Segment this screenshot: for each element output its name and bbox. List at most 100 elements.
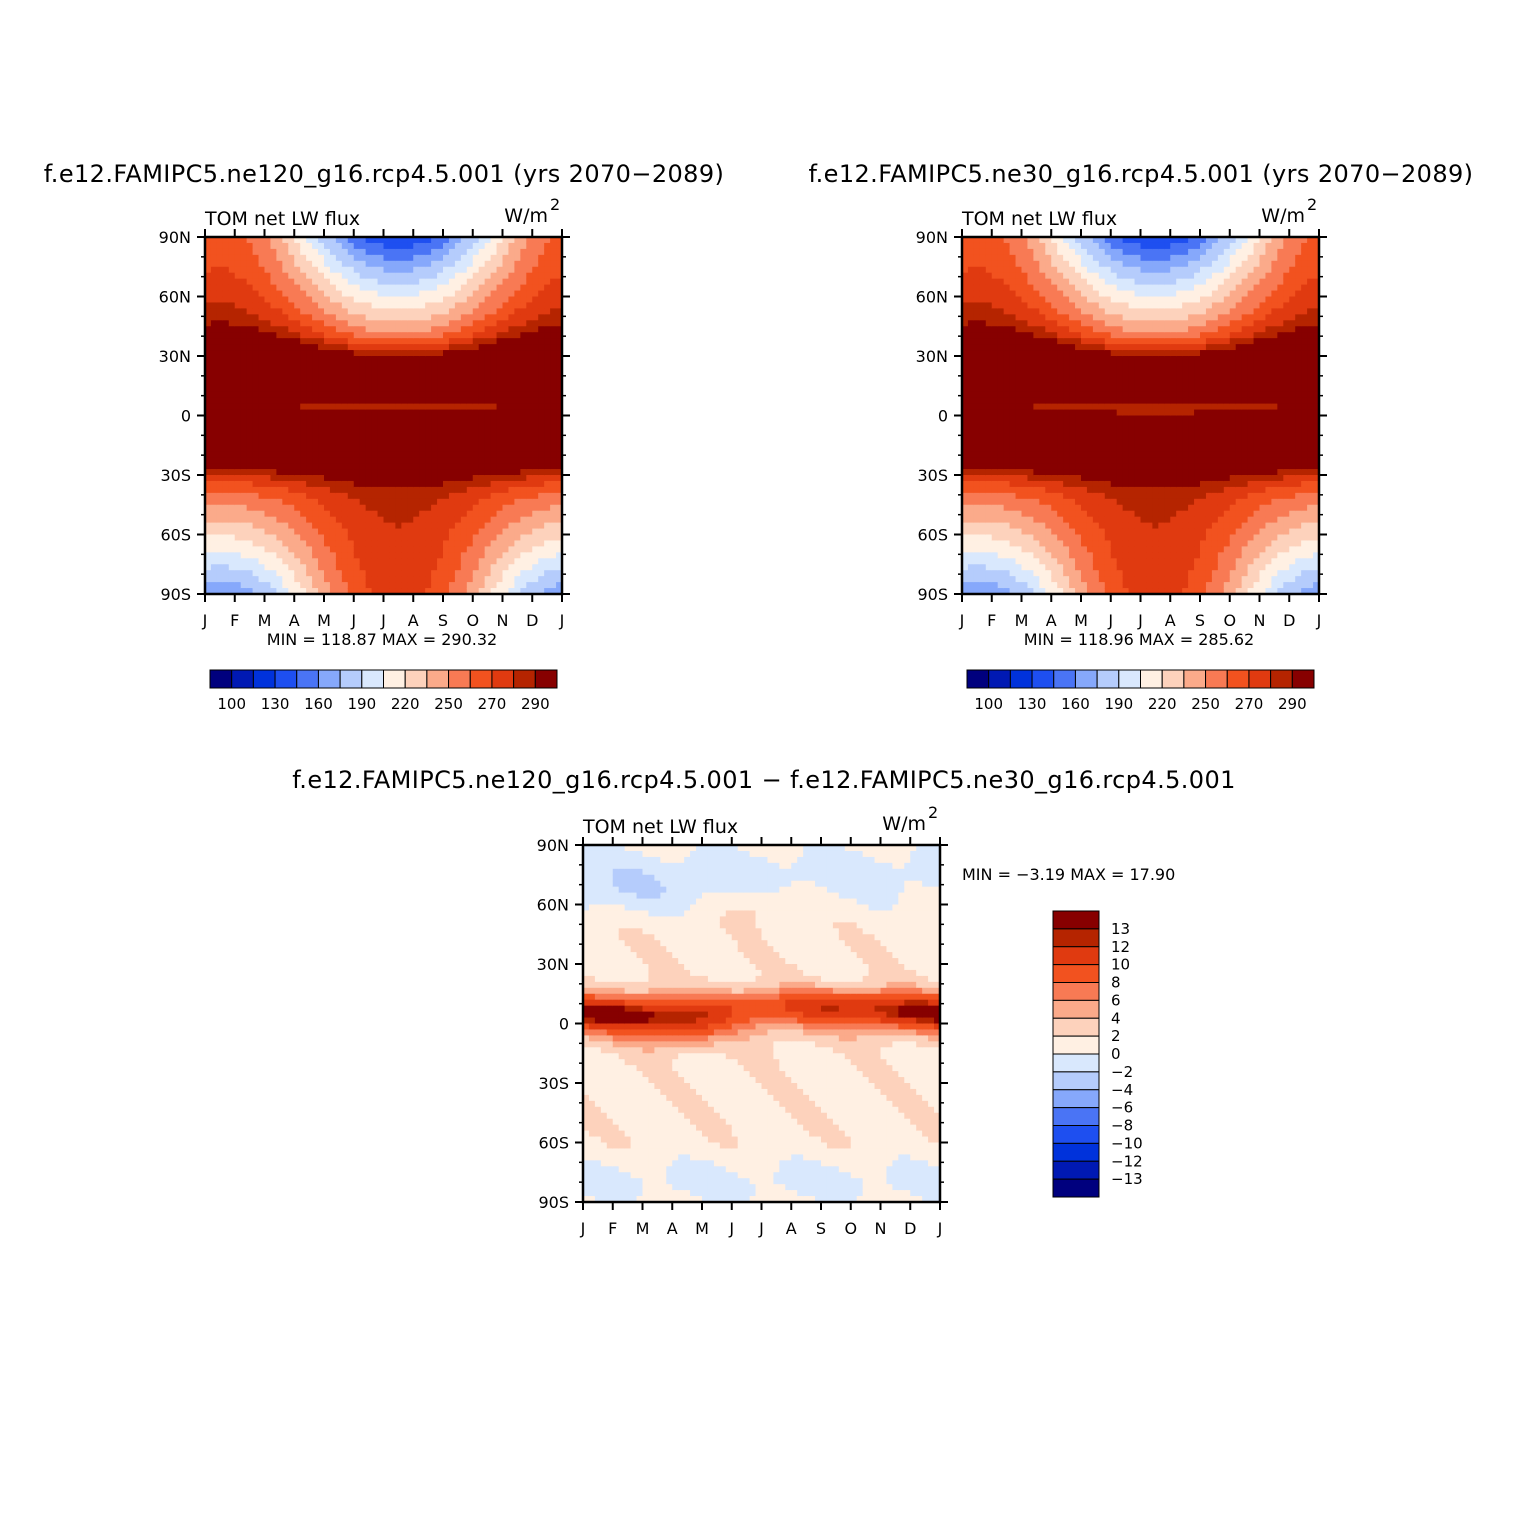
contour-cell	[276, 570, 283, 577]
contour-cell	[520, 248, 527, 256]
contour-cell	[962, 296, 969, 304]
contour-cell	[526, 254, 533, 262]
contour-cell	[1027, 266, 1034, 274]
contour-cell	[324, 272, 331, 280]
contour-cell	[1075, 480, 1082, 488]
contour-cell	[985, 314, 993, 321]
contour-cell	[312, 582, 319, 589]
contour-cell	[526, 570, 533, 577]
contour-cell	[365, 373, 373, 381]
contour-cell	[300, 415, 307, 423]
contour-cell	[341, 540, 349, 547]
contour-cell	[324, 576, 331, 583]
contour-cell	[532, 350, 539, 357]
contour-cell	[520, 237, 527, 244]
contour-cell	[526, 344, 533, 351]
contour-cell	[985, 588, 993, 595]
contour-cell	[1069, 344, 1076, 351]
contour-cell	[258, 403, 266, 411]
contour-cell	[216, 397, 224, 405]
contour-cell	[377, 534, 385, 542]
contour-cell	[324, 344, 331, 351]
contour-cell	[365, 332, 373, 339]
contour-cell	[324, 397, 331, 405]
contour-cell	[454, 260, 462, 268]
contour-cell	[210, 445, 218, 452]
contour-cell	[371, 546, 379, 553]
contour-cell	[1045, 475, 1052, 482]
contour-cell	[413, 576, 420, 583]
contour-cell	[556, 254, 563, 262]
contour-cell	[1086, 272, 1094, 280]
contour-cell	[282, 534, 289, 542]
contour-cell	[502, 475, 510, 482]
contour-cell	[353, 558, 361, 565]
contour-cell	[437, 314, 444, 321]
contour-cell	[556, 427, 563, 434]
contour-cell	[205, 266, 212, 274]
x-tick-label: J	[559, 611, 565, 630]
contour-cell	[252, 546, 260, 553]
contour-cell	[1045, 403, 1052, 411]
contour-cell	[288, 320, 295, 327]
contour-cell	[306, 588, 313, 595]
contour-cell	[431, 415, 438, 423]
contour-cell	[371, 528, 379, 536]
contour-cell	[276, 504, 283, 512]
contour-cell	[389, 302, 396, 309]
contour-cell	[341, 391, 349, 399]
contour-cell	[1063, 367, 1070, 375]
contour-cell	[294, 522, 301, 530]
contour-cell	[544, 326, 551, 333]
contour-cell	[228, 475, 236, 482]
contour-cell	[520, 486, 527, 494]
contour-cell	[318, 254, 325, 262]
contour-cell	[472, 237, 480, 244]
contour-cell	[538, 373, 545, 381]
contour-cell	[389, 254, 396, 262]
contour-cell	[210, 373, 218, 381]
contour-cell	[329, 373, 337, 381]
contour-cell	[962, 237, 969, 244]
contour-cell	[389, 397, 396, 405]
contour-cell	[502, 522, 510, 530]
contour-cell	[335, 367, 343, 375]
contour-cell	[472, 552, 480, 559]
contour-cell	[371, 498, 379, 506]
contour-cell	[532, 356, 539, 363]
contour-cell	[979, 248, 987, 256]
contour-cell	[991, 332, 999, 339]
contour-cell	[991, 272, 999, 280]
contour-cell	[359, 338, 367, 345]
contour-cell	[216, 457, 224, 464]
contour-cell	[383, 290, 391, 298]
contour-cell	[395, 427, 402, 434]
contour-cell	[460, 260, 468, 268]
x-tick-label: A	[289, 611, 300, 630]
contour-cell	[318, 558, 325, 565]
contour-cell	[484, 451, 492, 458]
contour-cell	[431, 361, 438, 369]
units-base: W/m	[1261, 205, 1305, 227]
contour-cell	[997, 373, 1005, 381]
contour-cell	[377, 576, 385, 583]
contour-cell	[508, 367, 515, 375]
contour-cell	[460, 510, 468, 518]
contour-cell	[1003, 480, 1011, 488]
contour-cell	[353, 546, 361, 553]
contour-cell	[490, 385, 498, 393]
colorbar-label: 250	[434, 695, 463, 713]
contour-cell	[347, 534, 355, 542]
contour-cell	[1027, 284, 1034, 292]
x-tick-label: J	[350, 611, 356, 630]
contour-cell	[294, 469, 301, 476]
contour-cell	[472, 242, 480, 250]
contour-cell	[466, 564, 474, 571]
contour-cell	[443, 296, 450, 304]
contour-cell	[258, 516, 266, 524]
contour-cell	[353, 356, 361, 363]
contour-cell	[1075, 528, 1082, 536]
contour-cell	[419, 433, 426, 440]
contour-cell	[312, 433, 319, 440]
contour-cell	[240, 492, 248, 500]
